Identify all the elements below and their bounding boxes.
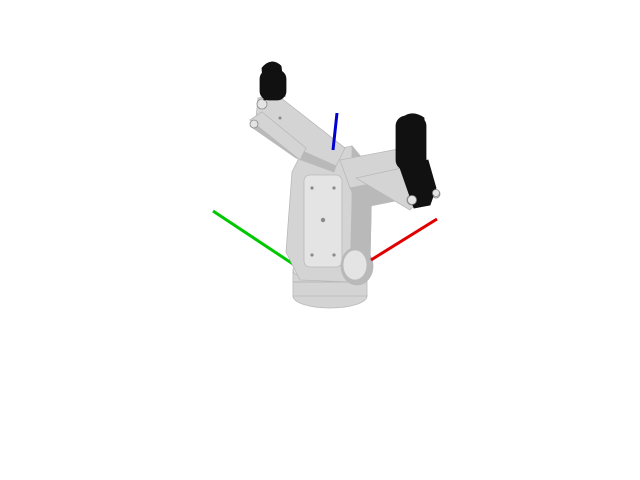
right-finger-pad (395, 113, 440, 209)
x-axis-line (370, 217, 438, 262)
z-axis-line (331, 112, 339, 151)
motor-boss (340, 246, 374, 286)
left-finger-pad (259, 61, 287, 101)
left-linkage-arm (249, 93, 346, 173)
y-axis-line (212, 209, 294, 266)
